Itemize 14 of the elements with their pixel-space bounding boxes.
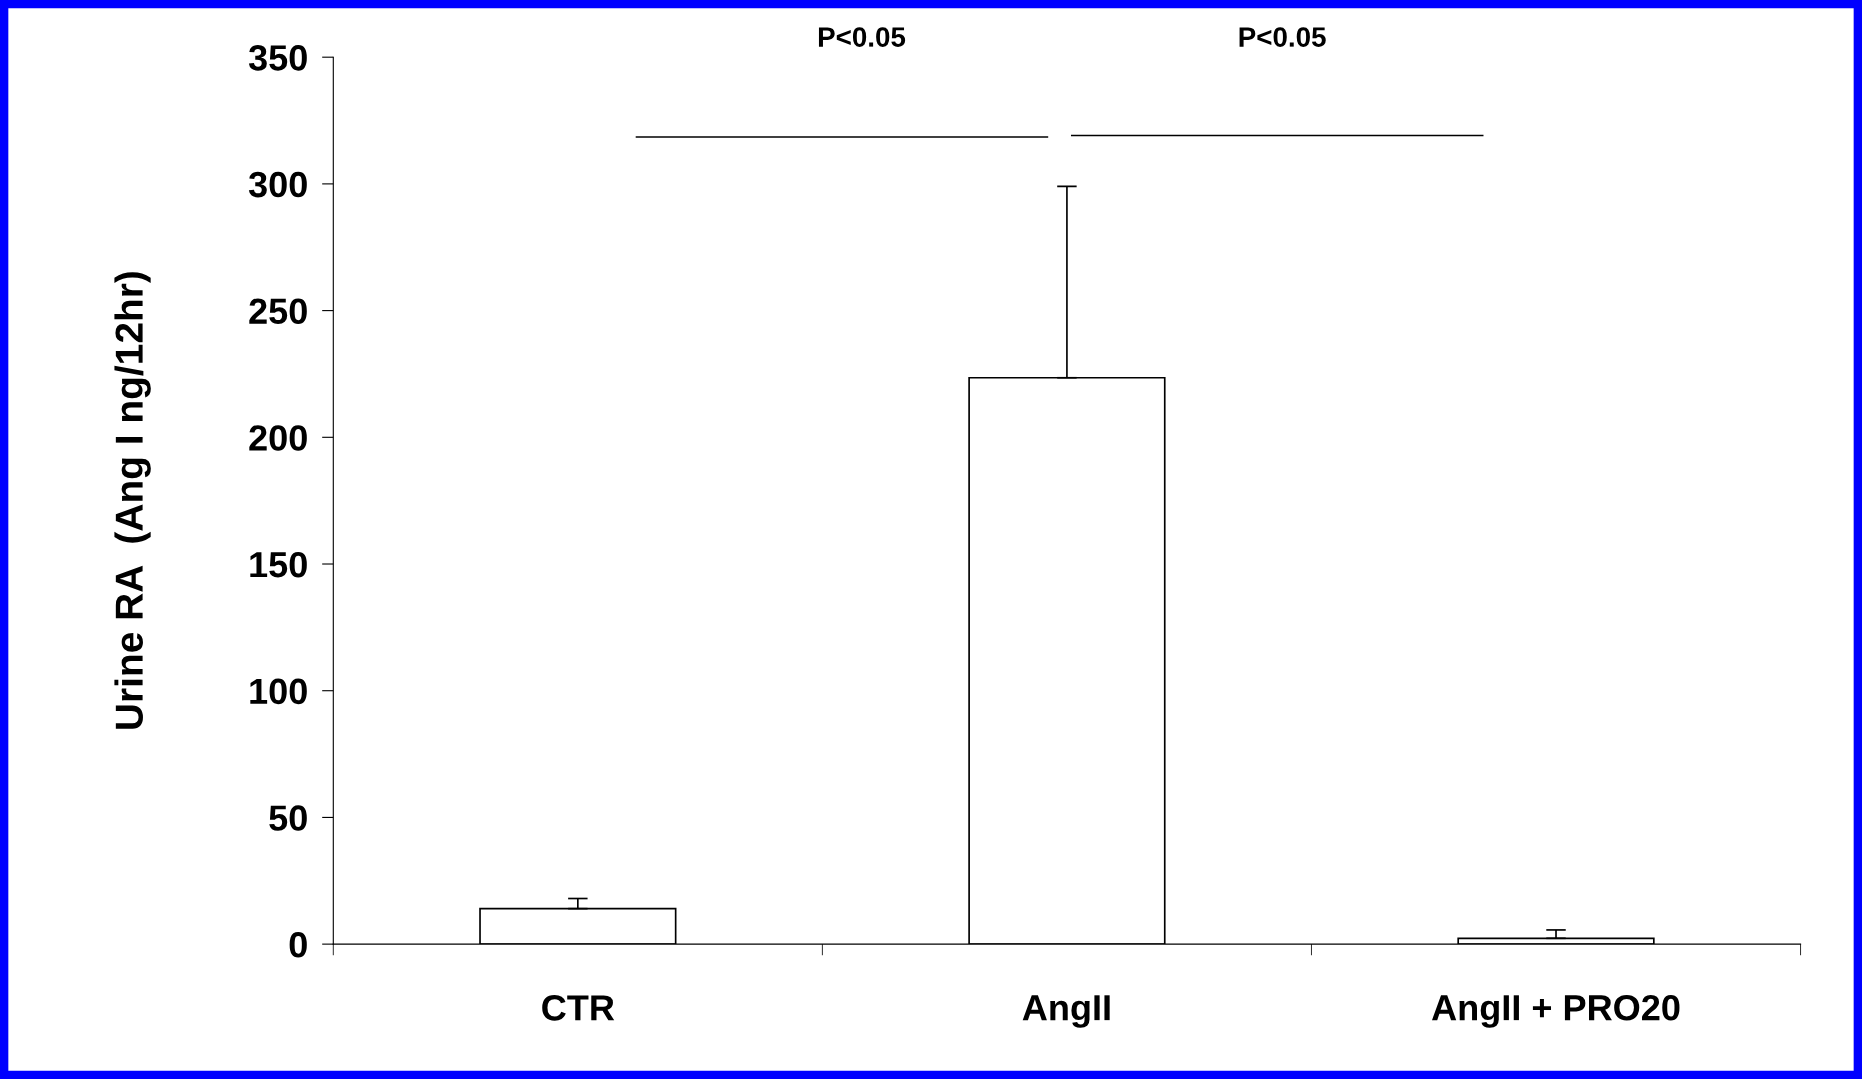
x-tick-label: CTR — [542, 995, 615, 1021]
text: P<0.05 — [818, 27, 906, 47]
text: P<0.05 — [1239, 27, 1326, 47]
y-tick-label: 0 — [289, 931, 307, 958]
y-tick-label: 200 — [249, 425, 307, 451]
y-tick-label: 150 — [250, 551, 307, 578]
y-tick-label: 50 — [269, 805, 307, 831]
y-tick-label: 350 — [248, 45, 307, 71]
y-tick-label: 100 — [250, 678, 307, 705]
y-axis-title: Urine RA (Ang I ng/12hr) — [114, 272, 151, 729]
y-tick-label: 300 — [248, 171, 307, 198]
x-tick-label: AngII + PRO20 — [1432, 994, 1680, 1028]
y-tick-label: 250 — [249, 298, 307, 325]
x-tick-label: AngII — [1022, 995, 1110, 1028]
